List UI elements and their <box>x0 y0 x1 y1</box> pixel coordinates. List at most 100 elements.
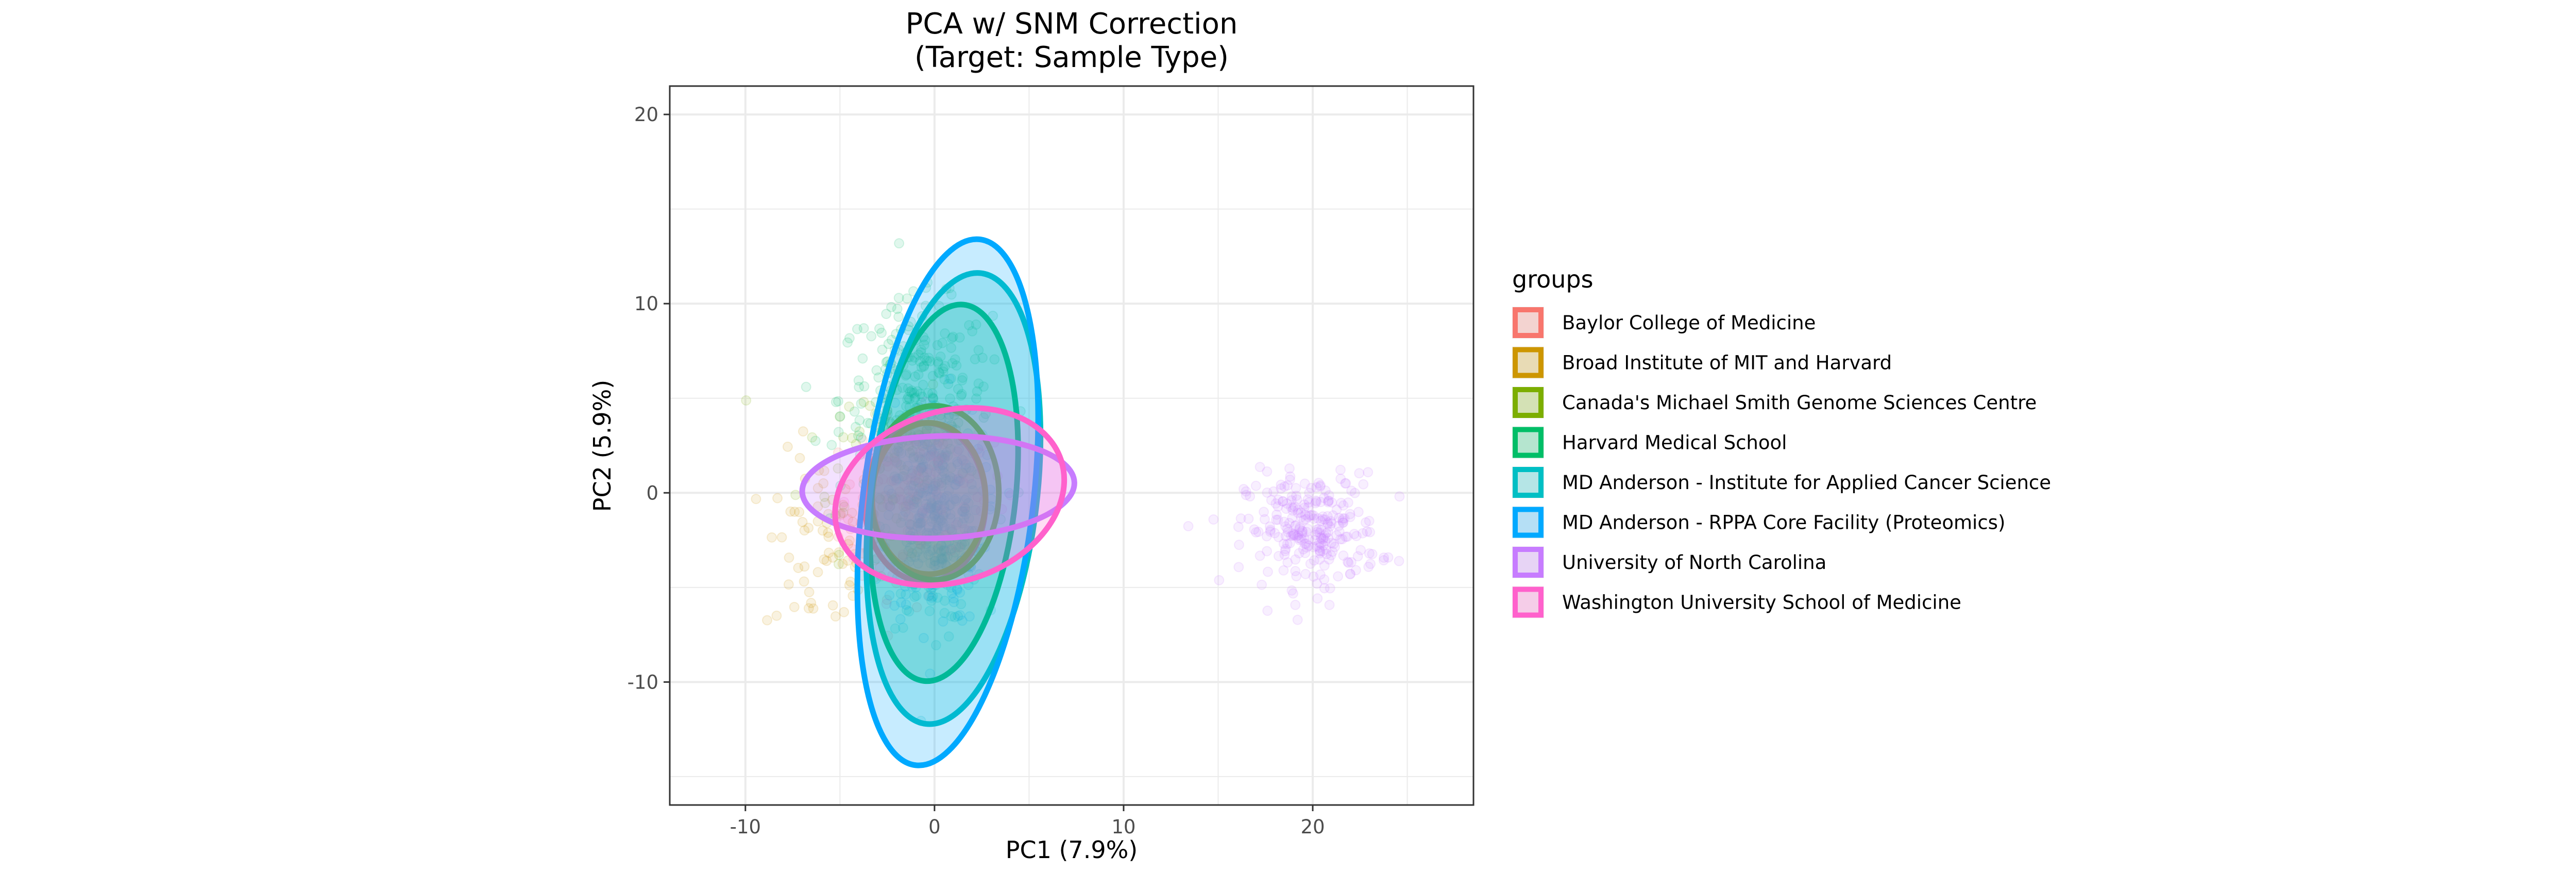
data-point-series-6 <box>1349 488 1360 498</box>
data-point-series-6 <box>1262 466 1273 477</box>
data-point-series-4 <box>951 495 961 506</box>
data-point-series-5 <box>936 492 946 503</box>
data-point-series-4 <box>905 519 916 530</box>
data-point-series-3 <box>810 435 821 446</box>
data-point-series-4 <box>907 468 918 479</box>
data-point-series-5 <box>917 506 928 516</box>
data-point-series-6 <box>1262 606 1273 616</box>
data-point-series-3 <box>902 293 912 304</box>
data-point-series-6 <box>1312 593 1323 604</box>
data-point-series-3 <box>916 344 927 355</box>
data-point-series-6 <box>1294 524 1305 534</box>
data-point-series-5 <box>915 523 926 533</box>
data-point-series-1 <box>798 426 808 437</box>
data-point-series-0 <box>894 487 905 497</box>
data-point-series-5 <box>908 480 919 491</box>
data-point-series-3 <box>916 362 927 373</box>
data-point-series-4 <box>909 592 920 602</box>
data-point-series-6 <box>1327 546 1338 557</box>
data-point-series-4 <box>946 611 957 622</box>
data-point-series-7 <box>881 598 892 609</box>
data-point-series-4 <box>912 521 923 532</box>
data-point-series-4 <box>931 508 942 519</box>
data-point-series-6 <box>1383 552 1394 563</box>
data-point-series-5 <box>935 463 945 474</box>
data-point-series-2 <box>839 501 850 512</box>
data-point-series-6 <box>1233 540 1244 550</box>
data-point-series-6 <box>1341 531 1351 542</box>
data-point-series-3 <box>963 320 974 331</box>
data-point-series-6 <box>1277 496 1288 507</box>
data-point-series-6 <box>1313 524 1324 534</box>
data-point-series-6 <box>1290 554 1301 565</box>
data-point-series-6 <box>1296 534 1307 545</box>
data-point-series-4 <box>961 463 972 474</box>
x-axis-title: PC1 (7.9%) <box>1006 836 1138 864</box>
data-point-series-4 <box>926 499 937 510</box>
data-point-series-6 <box>1315 480 1326 491</box>
data-point-series-6 <box>1297 528 1308 539</box>
data-point-series-5 <box>957 467 968 478</box>
data-point-series-3 <box>892 304 903 314</box>
x-tick-label: 20 <box>1300 816 1325 838</box>
data-point-series-4 <box>939 595 950 606</box>
data-point-series-1 <box>827 552 838 563</box>
data-point-series-6 <box>1292 494 1302 505</box>
data-point-series-5 <box>957 615 968 626</box>
data-point-series-6 <box>1287 505 1298 516</box>
data-point-series-0 <box>885 501 895 512</box>
data-point-series-6 <box>1294 548 1304 559</box>
data-point-series-6 <box>1268 486 1279 497</box>
data-point-series-7 <box>910 470 921 481</box>
data-point-series-4 <box>945 523 956 534</box>
data-point-series-3 <box>937 466 948 477</box>
data-point-series-5 <box>931 525 942 536</box>
data-point-series-3 <box>859 381 870 392</box>
x-tick-label: -10 <box>730 816 761 838</box>
data-point-series-4 <box>929 495 940 506</box>
data-point-series-3 <box>916 463 927 474</box>
data-point-series-6 <box>1345 568 1355 579</box>
data-point-series-3 <box>927 388 938 399</box>
data-point-series-3 <box>893 446 904 457</box>
data-point-series-4 <box>945 499 956 510</box>
data-point-series-1 <box>751 494 761 505</box>
data-point-series-4 <box>929 510 940 521</box>
data-point-series-3 <box>852 324 862 334</box>
data-point-series-6 <box>1318 534 1329 545</box>
data-point-series-6 <box>1303 534 1314 545</box>
data-point-series-5 <box>913 558 924 569</box>
data-point-series-5 <box>913 489 924 499</box>
data-point-series-3 <box>923 353 934 363</box>
data-point-series-5 <box>939 493 950 504</box>
data-point-series-5 <box>952 474 962 485</box>
data-point-series-6 <box>1358 479 1369 490</box>
data-point-series-5 <box>918 461 929 472</box>
data-point-series-6 <box>1214 575 1225 585</box>
data-point-series-4 <box>911 590 922 601</box>
data-point-series-6 <box>1331 504 1342 515</box>
data-point-series-6 <box>1183 521 1194 532</box>
data-point-series-1 <box>839 607 850 617</box>
data-point-series-2 <box>834 549 844 560</box>
data-point-series-6 <box>1261 531 1272 542</box>
data-point-series-7 <box>953 542 964 552</box>
data-point-series-4 <box>903 546 914 557</box>
data-point-series-3 <box>831 397 841 408</box>
data-point-series-6 <box>1308 542 1319 552</box>
data-point-series-6 <box>1300 568 1311 579</box>
data-point-series-6 <box>1300 514 1311 525</box>
data-point-series-6 <box>1346 485 1357 496</box>
data-point-series-4 <box>926 501 937 512</box>
data-point-series-6 <box>1345 509 1355 519</box>
data-point-series-1 <box>772 493 783 504</box>
data-point-series-7 <box>917 508 928 518</box>
data-point-series-4 <box>968 485 978 496</box>
data-point-series-3 <box>946 462 957 473</box>
data-point-series-6 <box>1319 530 1330 541</box>
data-point-series-3 <box>905 387 916 397</box>
data-point-series-6 <box>1326 538 1337 548</box>
data-point-series-6 <box>1286 491 1297 502</box>
data-point-series-3 <box>934 368 945 379</box>
data-point-series-6 <box>1323 519 1333 530</box>
